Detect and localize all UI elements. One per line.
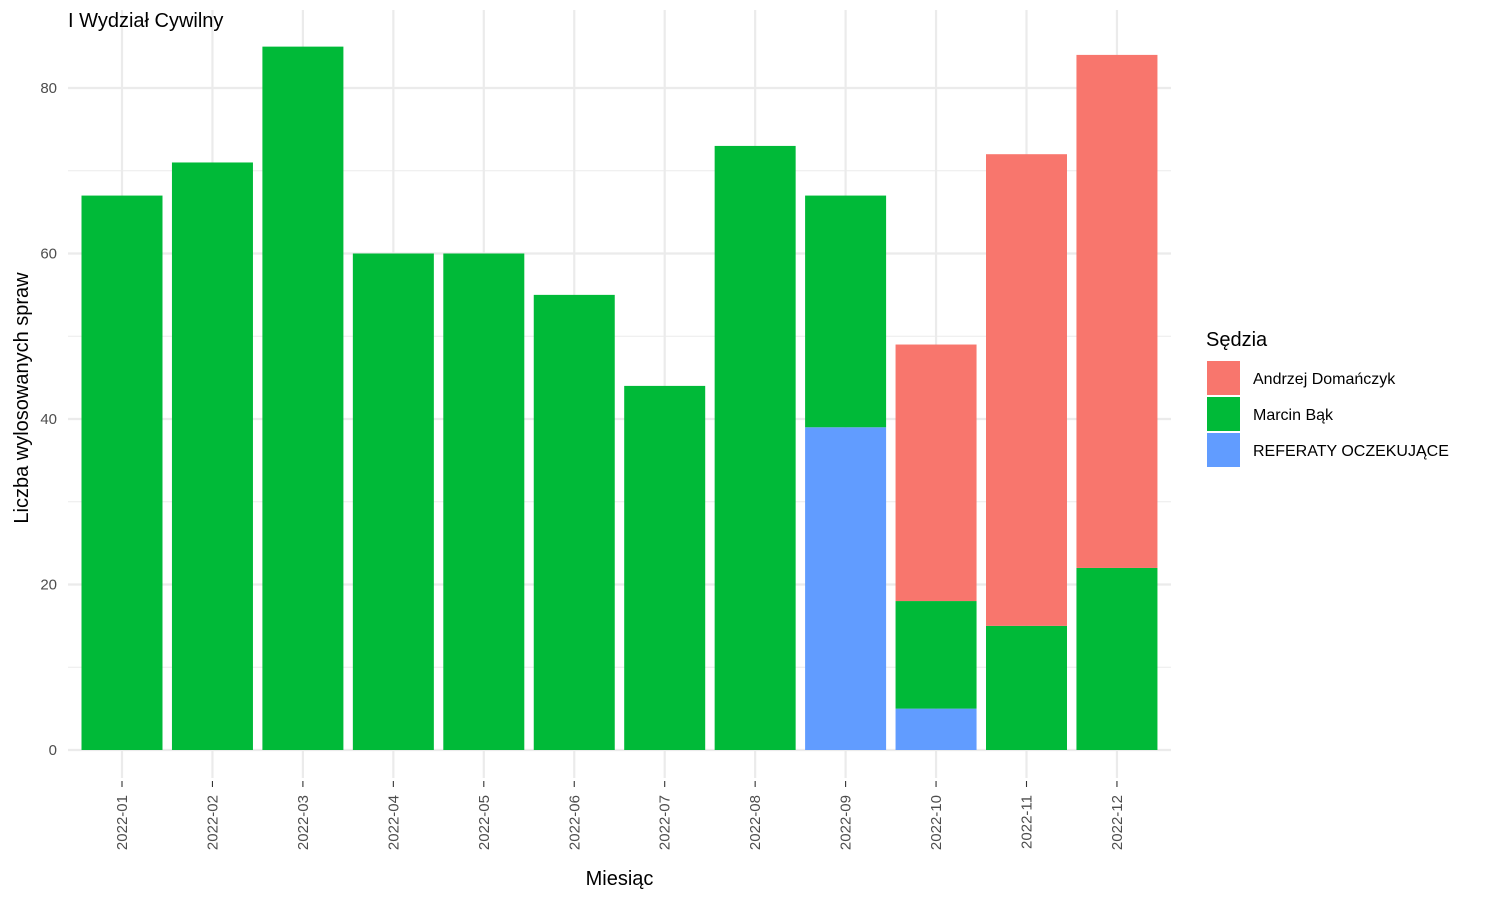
x-tick-label: 2022-06 [566, 795, 583, 850]
y-tick-label: 0 [49, 742, 57, 759]
bars [81, 46, 1158, 751]
bar-marcin-bak-2022-12 [1076, 567, 1158, 750]
bar-marcin-bak-2022-04 [352, 253, 434, 750]
legend-key [1207, 397, 1240, 431]
y-tick-label: 20 [40, 577, 57, 594]
y-tick-label: 80 [40, 80, 57, 97]
legend-key [1207, 433, 1240, 467]
bar-marcin-bak-2022-10 [895, 601, 977, 709]
x-tick-label: 2022-07 [657, 795, 674, 850]
bar-marcin-bak-2022-03 [262, 46, 344, 750]
y-tick-label: 60 [40, 246, 57, 263]
bar-marcin-bak-2022-07 [624, 385, 706, 750]
y-tick-label: 40 [40, 411, 57, 428]
chart-title: I Wydział Cywilny [68, 10, 223, 32]
x-tick-label: 2022-08 [747, 795, 764, 850]
legend-label: Andrzej Domańczyk [1253, 371, 1396, 388]
bar-marcin-bak-2022-02 [171, 162, 253, 751]
bar-andrzej-domanczyk-2022-11 [986, 154, 1067, 626]
bar-andrzej-domanczyk-2022-12 [1076, 54, 1158, 568]
x-tick-label: 2022-03 [295, 795, 312, 850]
legend-label: Marcin Bąk [1253, 407, 1334, 424]
x-tick-label: 2022-02 [204, 795, 221, 850]
bar-marcin-bak-2022-05 [443, 253, 525, 750]
bar-marcin-bak-2022-11 [986, 625, 1067, 750]
bar-andrzej-domanczyk-2022-10 [895, 344, 977, 602]
bar-marcin-bak-2022-01 [81, 195, 163, 750]
legend-items: Andrzej Domańczyk Marcin Bąk REFERATY OCZE… [1207, 361, 1449, 467]
x-tick-label: 2022-05 [476, 795, 493, 850]
x-tick-label: 2022-10 [928, 795, 945, 850]
x-axis-title: Miesiąc [586, 868, 654, 890]
bar-marcin-bak-2022-06 [533, 294, 615, 750]
bar-marcin-bak-2022-08 [714, 145, 796, 751]
legend-title: Sędzia [1206, 329, 1268, 351]
x-tick-label: 2022-12 [1109, 795, 1126, 850]
bar-referaty-oczekujace-2022-10 [895, 708, 977, 750]
legend-key [1207, 361, 1240, 395]
y-axis-title: Liczba wylosowanych spraw [11, 272, 33, 524]
x-tick-label: 2022-04 [385, 795, 402, 850]
bar-marcin-bak-2022-09 [805, 195, 887, 428]
legend: Sędzia Andrzej Domańczyk Marcin Bąk REFERA… [1206, 329, 1449, 467]
x-tick-label: 2022-11 [1019, 795, 1036, 849]
x-tick-label: 2022-09 [838, 795, 855, 850]
x-tick-label: 2022-01 [114, 795, 131, 850]
bar-referaty-oczekujace-2022-09 [805, 427, 887, 750]
legend-label: REFERATY OCZEKUJĄCE [1253, 443, 1449, 460]
axes: 0 20 40 60 80 2022-01 2022-02 2022-03 2022-04 202… [40, 80, 1126, 850]
